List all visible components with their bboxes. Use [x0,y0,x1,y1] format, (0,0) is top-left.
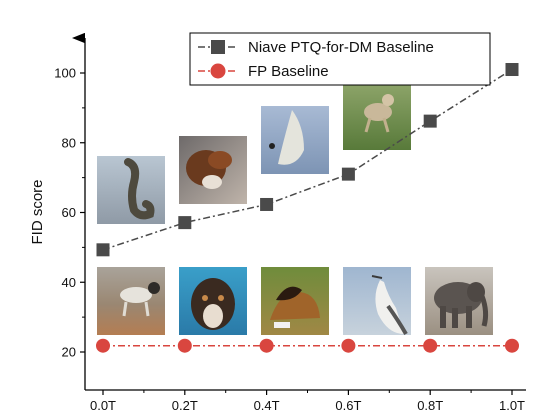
degraded-sample-thumbnails [97,82,411,224]
data-point-circle [341,338,356,353]
thumbnail-reference-dog-blue [179,267,247,335]
reference-sample-thumbnails [97,267,493,335]
data-point-square [260,197,274,211]
series-fp-baseline [96,338,519,353]
series-ptq-baseline [96,63,519,257]
thumbnail-reference-shepherd [261,267,329,335]
series-layer [96,63,519,353]
data-point-square [341,167,355,181]
legend-entry-ptq: Niave PTQ-for-DM Baseline [198,39,434,56]
thumbnail-degraded-bird [261,106,329,174]
x-tick-label: 0.0T [90,398,116,413]
series-line [102,68,513,251]
x-ticks: 0.0T 0.2T 0.4T 0.6T 0.8T 1.0T [90,390,525,413]
data-point-circle [505,338,519,353]
thumbnail-reference-dog-sand [97,267,165,335]
y-tick-label: 40 [62,275,76,290]
data-point-circle [259,338,274,353]
legend-label-fp: FP Baseline [248,63,329,80]
y-tick-label: 20 [62,345,76,360]
data-point-circle [423,338,438,353]
legend: Niave PTQ-for-DM Baseline FP Baseline [189,32,491,86]
y-tick-label: 100 [54,66,76,81]
data-point-square [423,114,437,128]
axes [72,32,526,391]
thumbnail-degraded-hook [97,156,165,224]
legend-marker-circle [210,63,226,79]
legend-box [189,32,491,86]
legend-entry-fp: FP Baseline [198,63,329,80]
data-point-square [505,63,519,77]
y-axis-title: FID score [29,179,46,244]
thumbnail-degraded-dog [179,136,247,204]
data-point-circle [96,338,110,353]
x-tick-label: 0.8T [417,398,443,413]
data-point-square [96,243,110,257]
y-tick-label: 80 [62,135,76,150]
x-tick-label: 0.4T [254,398,280,413]
data-point-square [178,216,192,230]
thumbnail-degraded-deer [343,82,411,150]
thumbnail-reference-elephant [425,267,493,335]
y-tick-label: 60 [62,205,76,220]
legend-label-ptq: Niave PTQ-for-DM Baseline [248,39,434,56]
thumbnail-reference-heron [343,267,411,335]
data-point-circle [177,338,192,353]
legend-marker-square [211,40,225,54]
x-tick-label: 0.2T [172,398,198,413]
x-tick-label: 1.0T [499,398,525,413]
x-tick-label: 0.6T [335,398,361,413]
y-ticks: 20 40 60 80 100 [54,66,85,360]
